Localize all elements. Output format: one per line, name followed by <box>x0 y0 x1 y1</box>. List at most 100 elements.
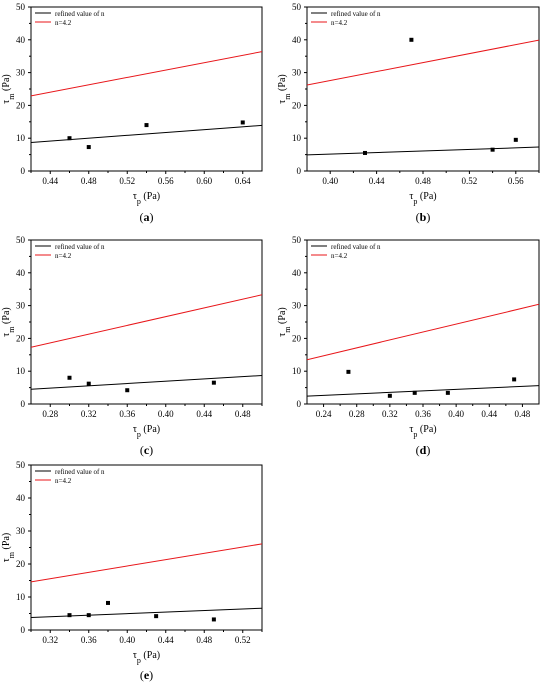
y-tick-label: 0 <box>21 625 26 635</box>
data-point <box>512 377 517 382</box>
x-tick-label: 0.48 <box>81 176 97 186</box>
data-point <box>106 600 110 605</box>
data-point <box>211 617 216 622</box>
y-tick-label: 30 <box>292 68 302 78</box>
x-tick-label: 0.60 <box>196 176 212 186</box>
x-tick-label: 0.44 <box>158 635 174 645</box>
legend-label-n42: n=4.2 <box>55 252 72 260</box>
panel-label: (d) <box>416 443 431 457</box>
y-tick-label: 30 <box>292 301 302 311</box>
x-tick-label: 0.48 <box>415 176 431 186</box>
data-point <box>363 150 367 155</box>
y-tick-label: 30 <box>16 68 26 78</box>
panel-label: (b) <box>416 210 431 224</box>
refined-n-line <box>31 607 262 618</box>
y-tick-label: 50 <box>292 2 302 12</box>
x-tick-label: 0.28 <box>42 409 58 419</box>
y-tick-label: 0 <box>297 166 302 176</box>
x-tick-label: 0.56 <box>508 176 524 186</box>
x-tick-label: 0.36 <box>81 635 97 645</box>
y-tick-label: 40 <box>292 35 302 45</box>
legend-label-n42: n=4.2 <box>331 252 348 260</box>
x-tick-label: 0.52 <box>462 176 478 186</box>
refined-n-line <box>31 124 262 143</box>
panel-label: (c) <box>140 443 153 457</box>
y-tick-label: 40 <box>292 268 302 278</box>
legend-label-refined: refined value of n <box>55 10 105 18</box>
legend-label-n42: n=4.2 <box>55 19 72 27</box>
x-tick-label: 0.32 <box>81 409 97 419</box>
x-tick-label: 0.44 <box>369 176 385 186</box>
x-tick-label: 0.44 <box>481 409 497 419</box>
data-point <box>67 613 72 618</box>
panel-label: (a) <box>140 210 154 224</box>
legend-label-refined: refined value of n <box>331 10 381 18</box>
x-tick-label: 0.36 <box>119 409 135 419</box>
refined-n-line <box>31 374 262 390</box>
x-tick-label: 0.40 <box>322 176 338 186</box>
x-tick-label: 0.48 <box>196 635 212 645</box>
y-tick-label: 30 <box>16 301 26 311</box>
y-tick-label: 10 <box>16 592 26 602</box>
y-axis-label: τm (Pa) <box>1 533 16 562</box>
x-tick-label: 0.36 <box>415 409 431 419</box>
y-tick-label: 20 <box>16 333 26 343</box>
x-tick-label: 0.40 <box>119 635 135 645</box>
legend-label-refined: refined value of n <box>331 243 381 251</box>
data-point <box>211 380 216 385</box>
y-axis-label: τm (Pa) <box>1 307 16 336</box>
plot-frame <box>306 239 540 405</box>
plot-frame <box>30 239 263 405</box>
x-tick-label: 0.52 <box>119 176 135 186</box>
y-tick-label: 10 <box>292 133 302 143</box>
chart-panel-a: 0 10 20 30 40 50 0.44 0.48 0.52 0.56 0.60 0.64 refin… <box>1 2 263 224</box>
x-tick-label: 0.64 <box>235 176 251 186</box>
legend-label-n42: n=4.2 <box>331 19 348 27</box>
y-axis-label: τm (Pa) <box>1 74 16 103</box>
x-tick-label: 0.56 <box>158 176 174 186</box>
legend-label-n42: n=4.2 <box>55 477 72 485</box>
data-point <box>67 375 72 380</box>
data-point <box>86 381 91 386</box>
chart-panel-e: 0 10 20 30 40 50 0.32 0.36 0.40 0.44 0.48 0.52 refin… <box>1 460 263 682</box>
x-tick-label: 0.48 <box>235 409 251 419</box>
x-axis-label: τp (Pa) <box>133 650 160 665</box>
y-tick-label: 20 <box>16 100 26 110</box>
chart-panel-b: 0 10 20 30 40 50 0.40 0.44 0.48 0.52 0.56 refined v… <box>277 2 540 224</box>
x-tick-label: 0.44 <box>42 176 58 186</box>
x-tick-label: 0.40 <box>158 409 174 419</box>
y-tick-label: 20 <box>16 559 26 569</box>
y-tick-label: 0 <box>21 399 26 409</box>
data-point <box>409 37 414 42</box>
legend-label-refined: refined value of n <box>55 468 105 476</box>
n-4-2-line <box>31 543 262 583</box>
y-tick-label: 40 <box>16 268 26 278</box>
data-point <box>86 145 91 150</box>
chart-panel-d: 0 10 20 30 40 50 0.24 0.28 0.32 0.36 0.40 0.44 0.48 r… <box>277 235 540 457</box>
y-tick-label: 10 <box>16 366 26 376</box>
y-tick-label: 0 <box>297 399 302 409</box>
data-point <box>125 388 130 393</box>
x-axis-label: τp (Pa) <box>409 191 436 206</box>
x-tick-label: 0.44 <box>196 409 212 419</box>
y-tick-label: 30 <box>16 526 26 536</box>
data-point <box>86 613 91 618</box>
y-tick-label: 40 <box>16 493 26 503</box>
x-tick-label: 0.32 <box>42 635 58 645</box>
y-tick-label: 50 <box>16 235 26 245</box>
y-tick-label: 50 <box>16 2 26 12</box>
plot-frame <box>30 464 263 631</box>
n-4-2-line <box>307 303 539 361</box>
x-tick-label: 0.40 <box>448 409 464 419</box>
x-axis-label: τp (Pa) <box>133 424 160 439</box>
data-point <box>387 393 392 398</box>
x-tick-label: 0.52 <box>235 635 251 645</box>
x-axis-label: τp (Pa) <box>133 191 160 206</box>
chart-panel-c: 0 10 20 30 40 50 0.28 0.32 0.36 0.40 0.44 0.48 refin… <box>1 235 263 457</box>
x-tick-label: 0.32 <box>382 409 398 419</box>
x-axis-label: τp (Pa) <box>409 424 436 439</box>
y-tick-label: 50 <box>292 235 302 245</box>
y-tick-label: 10 <box>292 366 302 376</box>
plot-frame <box>306 6 540 172</box>
